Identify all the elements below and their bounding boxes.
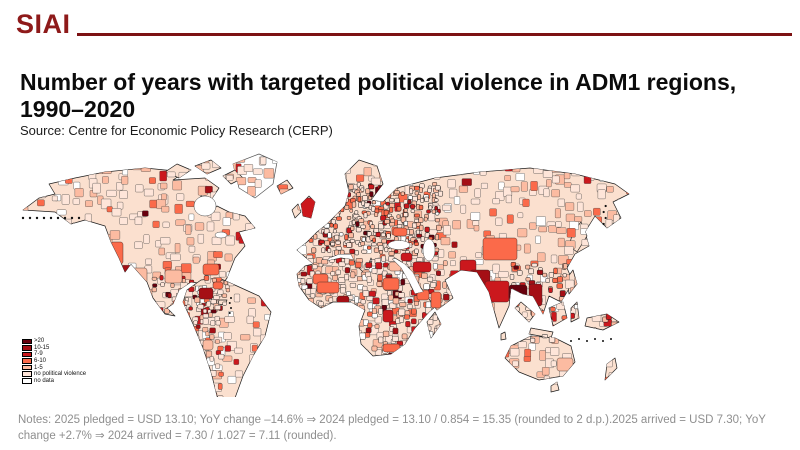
- legend-label: no data: [34, 377, 55, 384]
- legend-swatch: [22, 371, 32, 378]
- legend-item: >20: [22, 338, 86, 345]
- legend-label: 1-5: [34, 364, 43, 371]
- source-line: Source: Centre for Economic Policy Resea…: [20, 123, 333, 138]
- legend-item: 10-15: [22, 345, 86, 352]
- legend-label: 6-10: [34, 358, 47, 365]
- legend-label: >20: [34, 338, 45, 345]
- notes: Notes: 2025 pledged = USD 13.10; YoY cha…: [18, 413, 766, 443]
- legend-swatch: [22, 338, 32, 345]
- page-title: Number of years with targeted political …: [20, 69, 737, 123]
- world-map-figure: >20 10-15 7-9 6-10 1-5 no political violence n…: [15, 150, 640, 397]
- legend-label: 7-9: [34, 351, 43, 358]
- brand-logo: SIAI: [16, 9, 71, 39]
- legend-item: 6-10: [22, 358, 86, 365]
- legend-item: no data: [22, 378, 86, 385]
- world-map: [21, 153, 630, 397]
- legend-item: 1-5: [22, 364, 86, 371]
- legend-item: 7-9: [22, 351, 86, 358]
- legend-swatch: [22, 358, 32, 364]
- brand-header: SIAI: [16, 6, 792, 38]
- legend-item: no political violence: [22, 371, 86, 378]
- legend-swatch: [22, 345, 32, 351]
- legend-label: no political violence: [34, 371, 87, 378]
- map-legend: >20 10-15 7-9 6-10 1-5 no political violence n…: [22, 338, 86, 384]
- legend-swatch: [22, 351, 32, 358]
- legend-swatch: [22, 378, 32, 384]
- brand-rule: [76, 33, 792, 36]
- legend-label: 10-15: [34, 344, 50, 351]
- legend-swatch: [22, 364, 32, 371]
